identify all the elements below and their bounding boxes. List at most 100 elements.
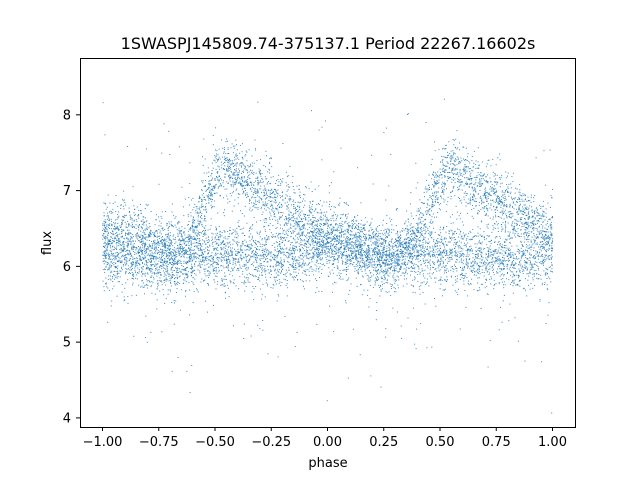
data-point [147, 258, 149, 260]
data-point [275, 281, 276, 283]
data-point [369, 223, 371, 225]
data-point [465, 250, 467, 252]
data-point [359, 238, 361, 240]
data-point [200, 248, 201, 250]
data-point [404, 222, 406, 224]
data-point [142, 252, 143, 254]
data-point [486, 258, 488, 260]
data-point [341, 254, 343, 256]
data-point [186, 244, 188, 246]
data-point [170, 267, 172, 269]
data-point [207, 262, 209, 264]
data-point [368, 247, 369, 249]
data-point [494, 181, 496, 182]
data-point [429, 256, 431, 258]
data-point [265, 178, 267, 180]
data-point [263, 244, 265, 246]
data-point [339, 270, 341, 271]
data-point [507, 255, 509, 257]
data-point [347, 230, 349, 232]
data-point [550, 237, 552, 239]
data-point [280, 272, 281, 274]
data-point [519, 270, 520, 272]
data-point [536, 277, 538, 279]
data-point [380, 290, 382, 292]
data-point [534, 210, 536, 212]
data-point [211, 236, 213, 238]
data-point [127, 244, 129, 246]
data-point [276, 264, 278, 266]
data-point [241, 282, 243, 283]
data-point [382, 248, 384, 250]
data-point [437, 254, 439, 256]
data-point [164, 229, 166, 231]
data-point [114, 257, 116, 259]
data-point [167, 261, 168, 263]
data-point [411, 256, 413, 258]
data-point [104, 221, 106, 223]
data-point [266, 178, 268, 180]
data-point [412, 243, 414, 245]
data-point [267, 171, 269, 173]
data-point [527, 223, 529, 225]
data-point [276, 300, 278, 302]
data-point [306, 247, 308, 249]
data-point [487, 203, 489, 205]
data-point [196, 245, 198, 247]
data-point [201, 278, 203, 280]
data-point [125, 241, 127, 243]
data-point [203, 261, 205, 263]
data-point [544, 227, 546, 229]
data-point [261, 254, 263, 256]
data-point [220, 284, 222, 286]
data-point [215, 127, 217, 129]
data-point [345, 302, 347, 304]
data-point [236, 241, 238, 243]
data-point [115, 227, 117, 229]
data-point [165, 270, 167, 272]
data-point [485, 190, 487, 192]
data-point [389, 254, 391, 256]
data-point [259, 280, 261, 282]
data-point [219, 253, 221, 255]
data-point [524, 207, 526, 209]
data-point [148, 260, 150, 262]
data-point [463, 196, 465, 198]
data-point [165, 265, 167, 267]
data-point [501, 263, 503, 265]
data-point [255, 201, 257, 203]
data-point [269, 190, 271, 192]
data-point [150, 271, 151, 273]
data-point [460, 237, 462, 239]
data-point [332, 243, 334, 245]
data-point [253, 217, 255, 218]
data-point [130, 269, 132, 271]
data-point [214, 261, 216, 263]
data-point [524, 261, 526, 263]
data-point [181, 233, 183, 235]
data-point [145, 234, 147, 235]
data-point [173, 270, 175, 271]
data-point [246, 194, 248, 195]
data-point [460, 259, 462, 261]
data-point [265, 201, 267, 203]
data-point [357, 260, 359, 262]
data-point [177, 276, 179, 278]
data-point [156, 299, 158, 301]
data-point [506, 189, 507, 191]
data-point [261, 178, 263, 179]
data-point [382, 284, 383, 286]
data-point [175, 241, 177, 243]
data-point [224, 259, 226, 261]
data-point [436, 243, 438, 244]
data-point [486, 205, 488, 206]
data-point [418, 252, 419, 254]
data-point [147, 246, 149, 248]
data-point [472, 193, 474, 195]
data-point [350, 234, 352, 236]
data-point [385, 256, 387, 258]
data-point [417, 182, 419, 184]
data-point [545, 249, 547, 251]
data-point [118, 281, 120, 283]
data-point [277, 237, 279, 239]
